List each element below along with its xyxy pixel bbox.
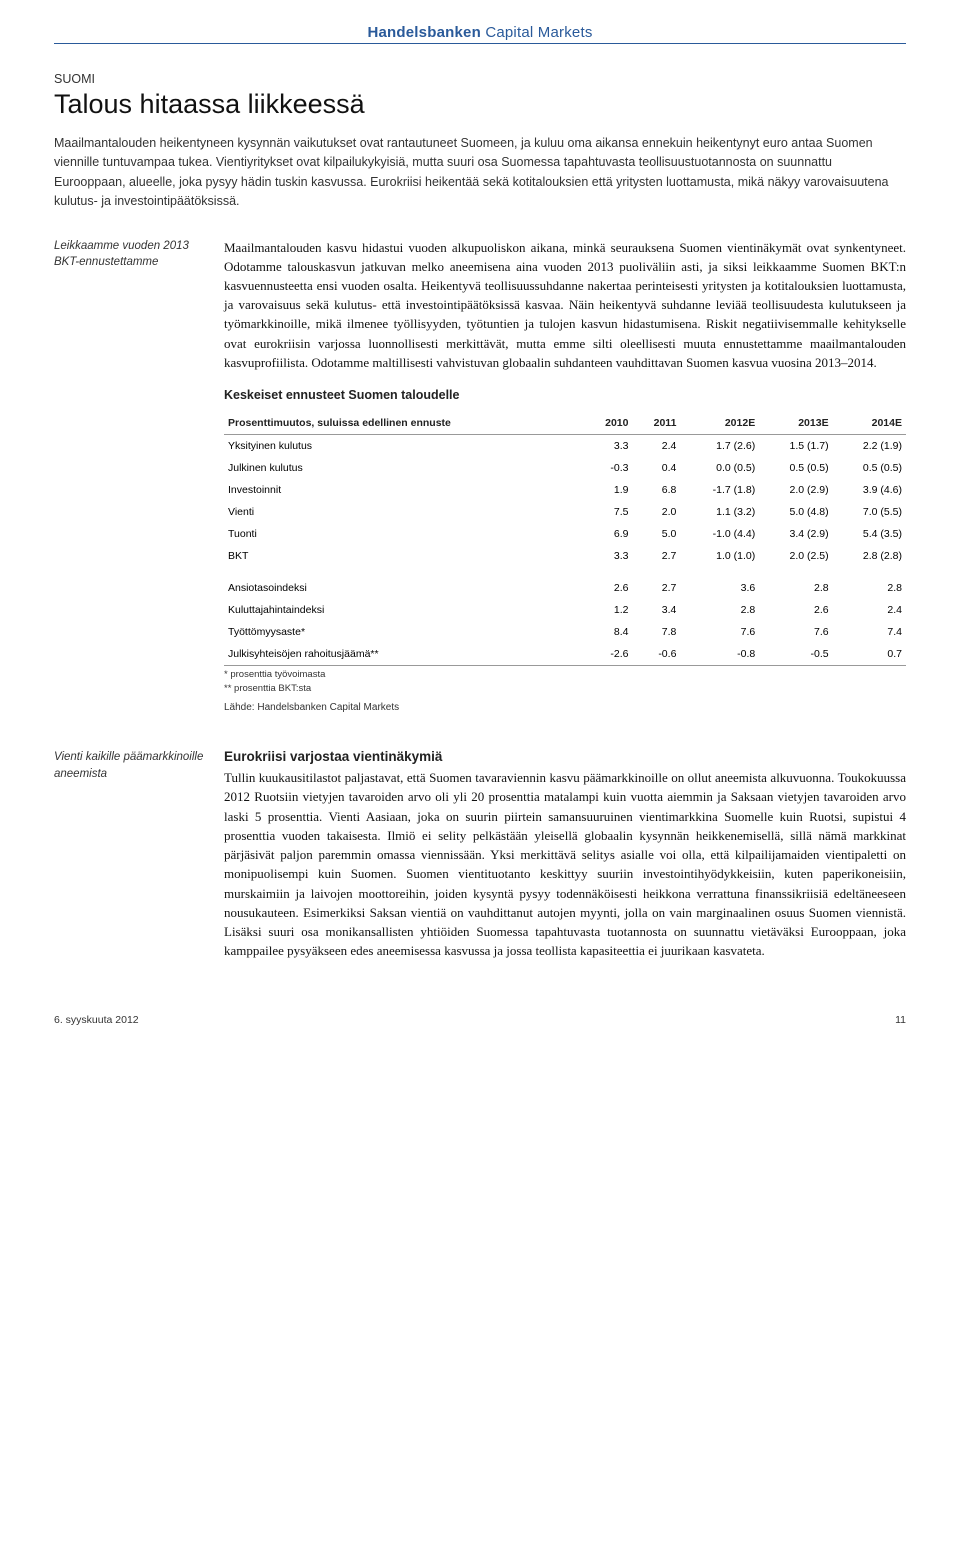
table-spacer <box>224 567 906 577</box>
table-cell: 3.6 <box>680 577 759 599</box>
table-cell: Yksityinen kulutus <box>224 435 584 458</box>
table-row: Kuluttajahintaindeksi1.23.42.82.62.4 <box>224 599 906 621</box>
table-cell: 7.6 <box>680 621 759 643</box>
table-cell: -2.6 <box>584 643 633 666</box>
table-cell: 6.9 <box>584 523 633 545</box>
table-cell: 0.7 <box>833 643 906 666</box>
table-footnote-2: ** prosenttia BKT:sta <box>224 680 906 694</box>
body-paragraph-1: Maailmantalouden kasvu hidastui vuoden a… <box>224 238 906 373</box>
table-cell: BKT <box>224 545 584 567</box>
table-cell: 1.5 (1.7) <box>759 435 832 458</box>
forecast-table: Prosenttimuutos, suluissa edellinen ennu… <box>224 412 906 666</box>
table-row: Vienti7.52.01.1 (3.2)5.0 (4.8)7.0 (5.5) <box>224 501 906 523</box>
table-cell: 3.3 <box>584 545 633 567</box>
table-cell: Ansiotasoindeksi <box>224 577 584 599</box>
table-cell: 5.0 <box>632 523 680 545</box>
table-cell: 2.0 <box>632 501 680 523</box>
body-paragraph-2: Tullin kuukausitilastot paljastavat, ett… <box>224 768 906 960</box>
table-cell: 0.5 (0.5) <box>833 457 906 479</box>
table-cell: 2.4 <box>833 599 906 621</box>
table-cell: -1.7 (1.8) <box>680 479 759 501</box>
page-header: Handelsbanken Capital Markets <box>54 24 906 44</box>
table-header: 2014E <box>833 412 906 435</box>
table-cell: 2.8 <box>759 577 832 599</box>
table-cell: 0.4 <box>632 457 680 479</box>
table-cell: 2.6 <box>759 599 832 621</box>
table-cell: 7.5 <box>584 501 633 523</box>
table-cell: Vienti <box>224 501 584 523</box>
table-cell: 5.4 (3.5) <box>833 523 906 545</box>
table-cell: 0.5 (0.5) <box>759 457 832 479</box>
page-footer: 6. syyskuuta 2012 11 <box>54 1008 906 1026</box>
table-cell: 7.8 <box>632 621 680 643</box>
kicker: SUOMI <box>54 72 906 86</box>
footer-pagenum: 11 <box>895 1014 906 1026</box>
table-cell: Investoinnit <box>224 479 584 501</box>
table-cell: 8.4 <box>584 621 633 643</box>
table-header: 2012E <box>680 412 759 435</box>
table-cell: 1.2 <box>584 599 633 621</box>
table-cell: 3.4 (2.9) <box>759 523 832 545</box>
side-note-1: Leikkaamme vuoden 2013 BKT-ennustettamme <box>54 238 204 271</box>
table-cell: 2.8 <box>833 577 906 599</box>
table-cell: 1.1 (3.2) <box>680 501 759 523</box>
table-cell: 2.0 (2.9) <box>759 479 832 501</box>
table-row: Ansiotasoindeksi2.62.73.62.82.8 <box>224 577 906 599</box>
footer-date: 6. syyskuuta 2012 <box>54 1014 139 1026</box>
table-header: 2013E <box>759 412 832 435</box>
table-cell: -0.3 <box>584 457 633 479</box>
table-cell: 2.0 (2.5) <box>759 545 832 567</box>
table-cell: Työttömyysaste* <box>224 621 584 643</box>
section-heading-2: Eurokriisi varjostaa vientinäkymiä <box>224 749 906 764</box>
table-footnote-1: * prosenttia työvoimasta <box>224 666 906 680</box>
lead-paragraph: Maailmantalouden heikentyneen kysynnän v… <box>54 134 906 212</box>
table-row: Julkisyhteisöjen rahoitusjäämä**-2.6-0.6… <box>224 643 906 666</box>
table-row: Investoinnit1.96.8-1.7 (1.8)2.0 (2.9)3.9… <box>224 479 906 501</box>
table-cell: 1.7 (2.6) <box>680 435 759 458</box>
table-row: Julkinen kulutus-0.30.40.0 (0.5)0.5 (0.5… <box>224 457 906 479</box>
table-cell: 1.0 (1.0) <box>680 545 759 567</box>
table-cell: 2.2 (1.9) <box>833 435 906 458</box>
table-cell: 7.0 (5.5) <box>833 501 906 523</box>
table-cell: -0.6 <box>632 643 680 666</box>
table-cell: 6.8 <box>632 479 680 501</box>
table-cell: 1.9 <box>584 479 633 501</box>
table-header: 2010 <box>584 412 633 435</box>
table-cell: 0.0 (0.5) <box>680 457 759 479</box>
table-cell: -0.5 <box>759 643 832 666</box>
table-cell: 7.4 <box>833 621 906 643</box>
table-cell: 2.7 <box>632 545 680 567</box>
table-cell: 7.6 <box>759 621 832 643</box>
table-cell: 3.3 <box>584 435 633 458</box>
table-cell: 2.8 <box>680 599 759 621</box>
table-cell: 2.6 <box>584 577 633 599</box>
table-cell: Julkisyhteisöjen rahoitusjäämä** <box>224 643 584 666</box>
table-cell: Tuonti <box>224 523 584 545</box>
table-cell: 2.7 <box>632 577 680 599</box>
table-header: Prosenttimuutos, suluissa edellinen ennu… <box>224 412 584 435</box>
table-row: BKT3.32.71.0 (1.0)2.0 (2.5)2.8 (2.8) <box>224 545 906 567</box>
table-cell: Julkinen kulutus <box>224 457 584 479</box>
table-cell: 3.9 (4.6) <box>833 479 906 501</box>
table-cell: 2.4 <box>632 435 680 458</box>
brand-bold: Handelsbanken <box>367 24 480 41</box>
table-row: Tuonti6.95.0-1.0 (4.4)3.4 (2.9)5.4 (3.5) <box>224 523 906 545</box>
table-source: Lähde: Handelsbanken Capital Markets <box>224 702 906 713</box>
side-note-2: Vienti kaikille päämarkkinoille aneemist… <box>54 749 204 782</box>
table-row: Työttömyysaste*8.47.87.67.67.4 <box>224 621 906 643</box>
table-header-row: Prosenttimuutos, suluissa edellinen ennu… <box>224 412 906 435</box>
table-title: Keskeiset ennusteet Suomen taloudelle <box>224 388 906 402</box>
table-cell: -1.0 (4.4) <box>680 523 759 545</box>
table-cell: 2.8 (2.8) <box>833 545 906 567</box>
page-title: Talous hitaassa liikkeessä <box>54 89 906 120</box>
table-cell: 3.4 <box>632 599 680 621</box>
table-cell: -0.8 <box>680 643 759 666</box>
brand-light: Capital Markets <box>485 24 592 41</box>
table-row: Yksityinen kulutus3.32.41.7 (2.6)1.5 (1.… <box>224 435 906 458</box>
table-cell: Kuluttajahintaindeksi <box>224 599 584 621</box>
brand-text: Handelsbanken Capital Markets <box>54 24 906 41</box>
table-header: 2011 <box>632 412 680 435</box>
table-cell: 5.0 (4.8) <box>759 501 832 523</box>
